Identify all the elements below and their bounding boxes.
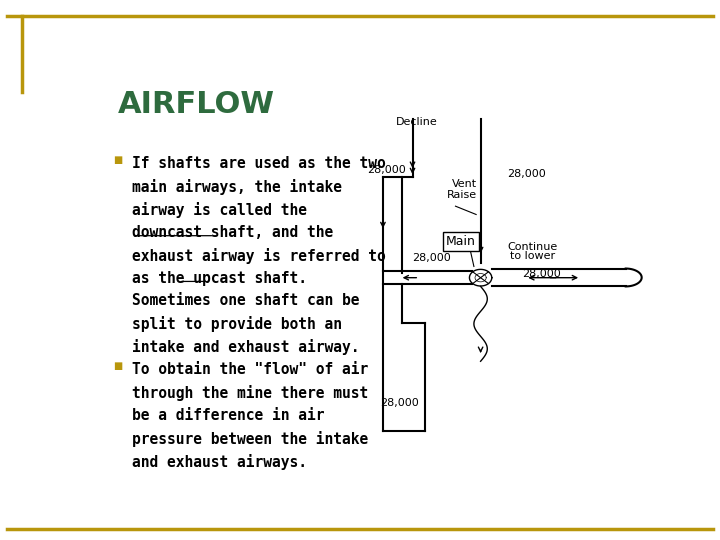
Text: pressure between the intake: pressure between the intake bbox=[132, 431, 368, 447]
Text: intake and exhaust airway.: intake and exhaust airway. bbox=[132, 339, 359, 355]
Text: If shafts are used as the two: If shafts are used as the two bbox=[132, 156, 386, 171]
Text: Continue: Continue bbox=[508, 241, 557, 252]
Text: 28,000: 28,000 bbox=[366, 165, 405, 174]
Text: main airways, the intake: main airways, the intake bbox=[132, 179, 342, 195]
Text: ■: ■ bbox=[114, 361, 122, 372]
Text: To obtain the "flow" of air: To obtain the "flow" of air bbox=[132, 362, 368, 377]
Text: Main: Main bbox=[446, 235, 476, 248]
Text: be a difference in air: be a difference in air bbox=[132, 408, 324, 423]
Text: Decline: Decline bbox=[396, 117, 438, 127]
Text: as the upcast shaft.: as the upcast shaft. bbox=[132, 271, 307, 286]
Text: 28,000: 28,000 bbox=[508, 168, 546, 179]
Text: through the mine there must: through the mine there must bbox=[132, 385, 368, 401]
Text: split to provide both an: split to provide both an bbox=[132, 316, 342, 332]
Text: Raise: Raise bbox=[447, 190, 477, 200]
Text: airway is called the: airway is called the bbox=[132, 202, 307, 218]
Text: 28,000: 28,000 bbox=[380, 399, 419, 408]
Text: Vent: Vent bbox=[451, 179, 477, 189]
Text: Sometimes one shaft can be: Sometimes one shaft can be bbox=[132, 294, 359, 308]
Text: downcast shaft, and the: downcast shaft, and the bbox=[132, 225, 333, 240]
Text: 28,000: 28,000 bbox=[412, 253, 451, 263]
Text: to lower: to lower bbox=[510, 251, 554, 261]
Text: ■: ■ bbox=[114, 156, 122, 165]
Text: AIRFLOW: AIRFLOW bbox=[118, 90, 275, 119]
Text: 28,000: 28,000 bbox=[523, 268, 561, 279]
Text: and exhaust airways.: and exhaust airways. bbox=[132, 454, 307, 470]
Text: exhaust airway is referred to: exhaust airway is referred to bbox=[132, 248, 386, 264]
